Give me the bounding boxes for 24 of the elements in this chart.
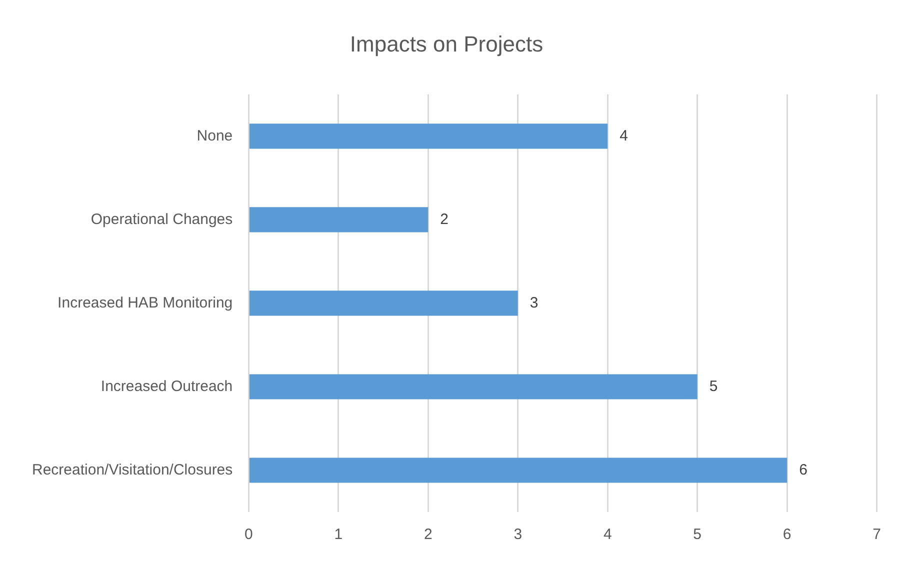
data-label: 3 bbox=[530, 294, 538, 312]
data-label: 6 bbox=[799, 461, 808, 478]
x-tick-label: 1 bbox=[334, 526, 343, 544]
chart-title: Impacts on Projects bbox=[350, 31, 544, 56]
data-label: 4 bbox=[620, 127, 628, 144]
data-label: 2 bbox=[440, 210, 448, 228]
data-label: 5 bbox=[709, 378, 718, 395]
bar bbox=[249, 207, 428, 232]
x-tick-label: 0 bbox=[244, 526, 253, 544]
y-tick-label: Operational Changes bbox=[90, 210, 233, 228]
x-tick-label: 2 bbox=[424, 526, 432, 544]
y-tick-label: Increased HAB Monitoring bbox=[58, 294, 233, 312]
x-tick-label: 3 bbox=[514, 526, 522, 544]
bar bbox=[249, 458, 788, 483]
x-tick-label: 6 bbox=[782, 526, 792, 544]
bar bbox=[249, 124, 608, 149]
x-tick-label: 5 bbox=[693, 526, 702, 544]
x-tick-label: 7 bbox=[872, 526, 881, 544]
y-tick-label: Recreation/Visitation/Closures bbox=[32, 461, 233, 478]
x-tick-label: 4 bbox=[603, 526, 612, 544]
bar bbox=[249, 290, 518, 316]
y-tick-label: Increased Outreach bbox=[100, 378, 233, 395]
bar bbox=[249, 374, 698, 400]
y-tick-label: None bbox=[196, 127, 233, 144]
